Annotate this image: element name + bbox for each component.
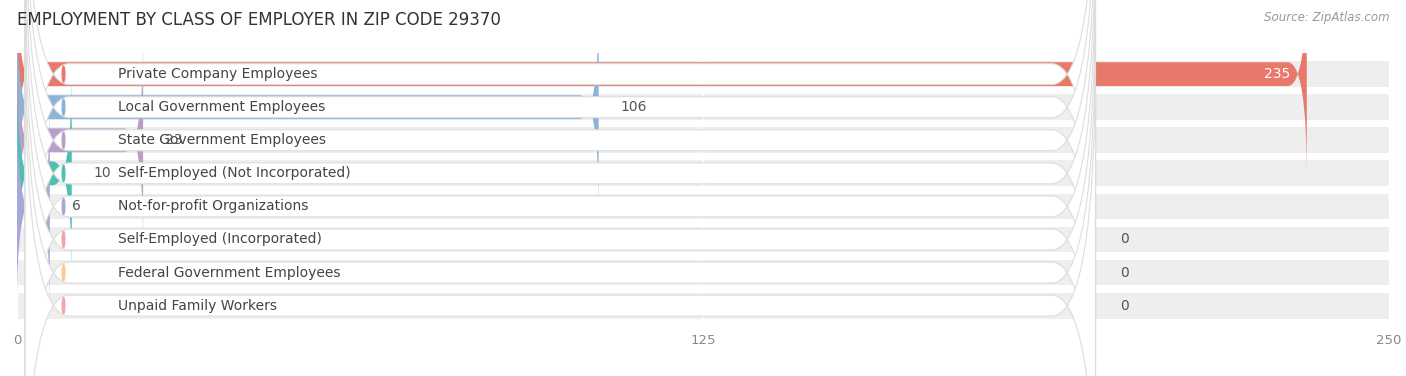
FancyBboxPatch shape <box>17 61 1389 87</box>
Circle shape <box>62 298 65 314</box>
FancyBboxPatch shape <box>17 103 49 310</box>
FancyBboxPatch shape <box>25 0 1095 376</box>
FancyBboxPatch shape <box>17 127 1389 153</box>
Circle shape <box>62 199 65 214</box>
Text: 23: 23 <box>165 133 183 147</box>
Text: Self-Employed (Not Incorporated): Self-Employed (Not Incorporated) <box>118 166 352 180</box>
FancyBboxPatch shape <box>25 52 1095 376</box>
Text: Local Government Employees: Local Government Employees <box>118 100 326 114</box>
FancyBboxPatch shape <box>17 94 1389 120</box>
Text: Federal Government Employees: Federal Government Employees <box>118 265 340 279</box>
Text: 235: 235 <box>1264 67 1291 81</box>
Text: Not-for-profit Organizations: Not-for-profit Organizations <box>118 199 309 214</box>
FancyBboxPatch shape <box>25 18 1095 376</box>
Circle shape <box>62 66 65 82</box>
FancyBboxPatch shape <box>17 260 1389 285</box>
FancyBboxPatch shape <box>25 0 1095 376</box>
Text: Private Company Employees: Private Company Employees <box>118 67 318 81</box>
Text: 10: 10 <box>94 166 111 180</box>
FancyBboxPatch shape <box>17 227 1389 252</box>
FancyBboxPatch shape <box>17 36 143 244</box>
FancyBboxPatch shape <box>17 293 1389 318</box>
Circle shape <box>62 232 65 247</box>
Text: Unpaid Family Workers: Unpaid Family Workers <box>118 299 277 312</box>
FancyBboxPatch shape <box>25 0 1095 376</box>
Text: Self-Employed (Incorporated): Self-Employed (Incorporated) <box>118 232 322 247</box>
Text: 6: 6 <box>72 199 80 214</box>
Text: State Government Employees: State Government Employees <box>118 133 326 147</box>
Circle shape <box>62 265 65 280</box>
FancyBboxPatch shape <box>17 0 1306 178</box>
FancyBboxPatch shape <box>17 70 72 277</box>
FancyBboxPatch shape <box>17 161 1389 186</box>
Text: 0: 0 <box>1121 265 1129 279</box>
Circle shape <box>62 99 65 115</box>
FancyBboxPatch shape <box>25 0 1095 328</box>
Text: 0: 0 <box>1121 299 1129 312</box>
Circle shape <box>62 132 65 148</box>
FancyBboxPatch shape <box>17 194 1389 219</box>
FancyBboxPatch shape <box>25 0 1095 361</box>
Text: 0: 0 <box>1121 232 1129 247</box>
FancyBboxPatch shape <box>25 0 1095 376</box>
Text: Source: ZipAtlas.com: Source: ZipAtlas.com <box>1264 11 1389 24</box>
FancyBboxPatch shape <box>17 3 599 211</box>
Text: 106: 106 <box>620 100 647 114</box>
Text: EMPLOYMENT BY CLASS OF EMPLOYER IN ZIP CODE 29370: EMPLOYMENT BY CLASS OF EMPLOYER IN ZIP C… <box>17 11 501 29</box>
Circle shape <box>62 165 65 181</box>
